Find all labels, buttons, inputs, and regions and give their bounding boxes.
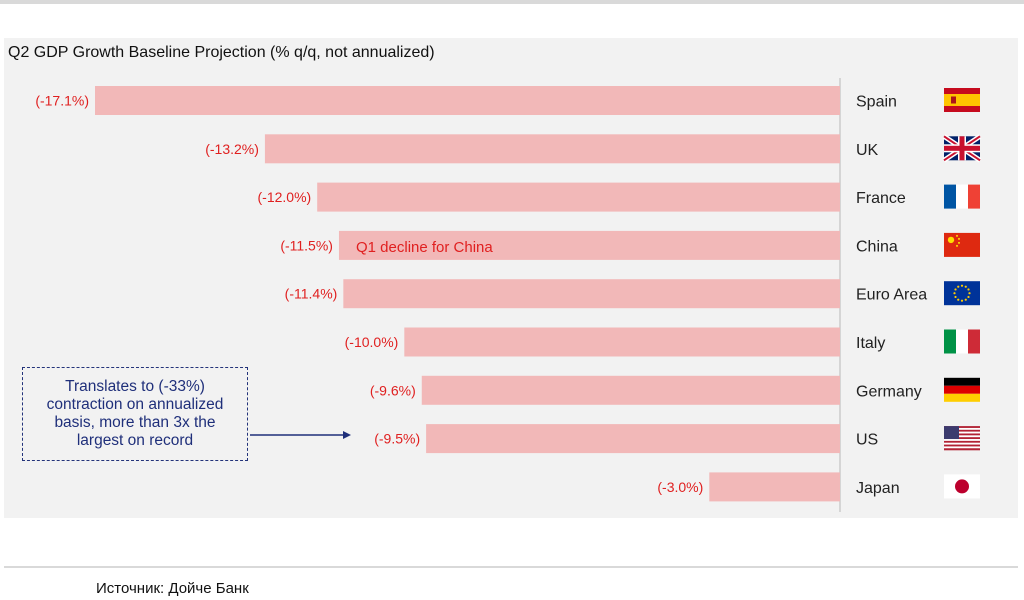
category-label: UK bbox=[856, 142, 879, 159]
top-rule bbox=[0, 0, 1024, 4]
eu-flag bbox=[944, 281, 980, 306]
bar-value-label: (-13.2%) bbox=[205, 141, 259, 157]
bar-value-label: (-9.5%) bbox=[374, 431, 420, 447]
bar bbox=[264, 134, 840, 164]
annualized-callout: Translates to (-33%) contraction on annu… bbox=[22, 367, 248, 461]
callout-text: Translates to (-33%) contraction on annu… bbox=[46, 378, 224, 449]
bar bbox=[338, 230, 840, 260]
category-label: Italy bbox=[856, 335, 885, 352]
category-label: Germany bbox=[856, 383, 922, 400]
bar bbox=[421, 375, 840, 405]
bar bbox=[317, 182, 840, 212]
bar-value-label: (-17.1%) bbox=[35, 93, 89, 109]
china-flag bbox=[944, 232, 980, 257]
bar-value-label: (-10.0%) bbox=[345, 334, 399, 350]
germany-flag bbox=[944, 377, 980, 402]
source-rule bbox=[4, 566, 1018, 568]
source-label: Источник: Дойче Банк bbox=[96, 580, 249, 597]
spain-flag bbox=[944, 88, 980, 112]
category-label: France bbox=[856, 190, 906, 207]
bar-value-label: (-9.6%) bbox=[370, 382, 416, 398]
bar-value-label: (-11.4%) bbox=[285, 286, 338, 302]
bar bbox=[709, 472, 840, 502]
france-flag bbox=[944, 184, 980, 209]
category-label: Japan bbox=[856, 480, 900, 497]
category-label: China bbox=[856, 238, 898, 255]
uk-flag bbox=[942, 134, 982, 163]
bar bbox=[404, 327, 840, 357]
bar bbox=[95, 86, 840, 115]
italy-flag bbox=[944, 329, 980, 354]
us-flag bbox=[944, 426, 980, 451]
japan-flag bbox=[944, 474, 980, 499]
bar bbox=[426, 424, 840, 454]
china-annotation: Q1 decline for China bbox=[356, 239, 493, 256]
bar-value-label: (-3.0%) bbox=[657, 479, 703, 495]
bar bbox=[343, 279, 840, 309]
category-label: Euro Area bbox=[856, 287, 927, 304]
category-label: Spain bbox=[856, 94, 897, 111]
bar-value-label: (-12.0%) bbox=[258, 189, 312, 205]
bar-value-label: (-11.5%) bbox=[280, 237, 333, 253]
chart-title: Q2 GDP Growth Baseline Projection (% q/q… bbox=[8, 44, 435, 61]
category-label: US bbox=[856, 432, 878, 449]
